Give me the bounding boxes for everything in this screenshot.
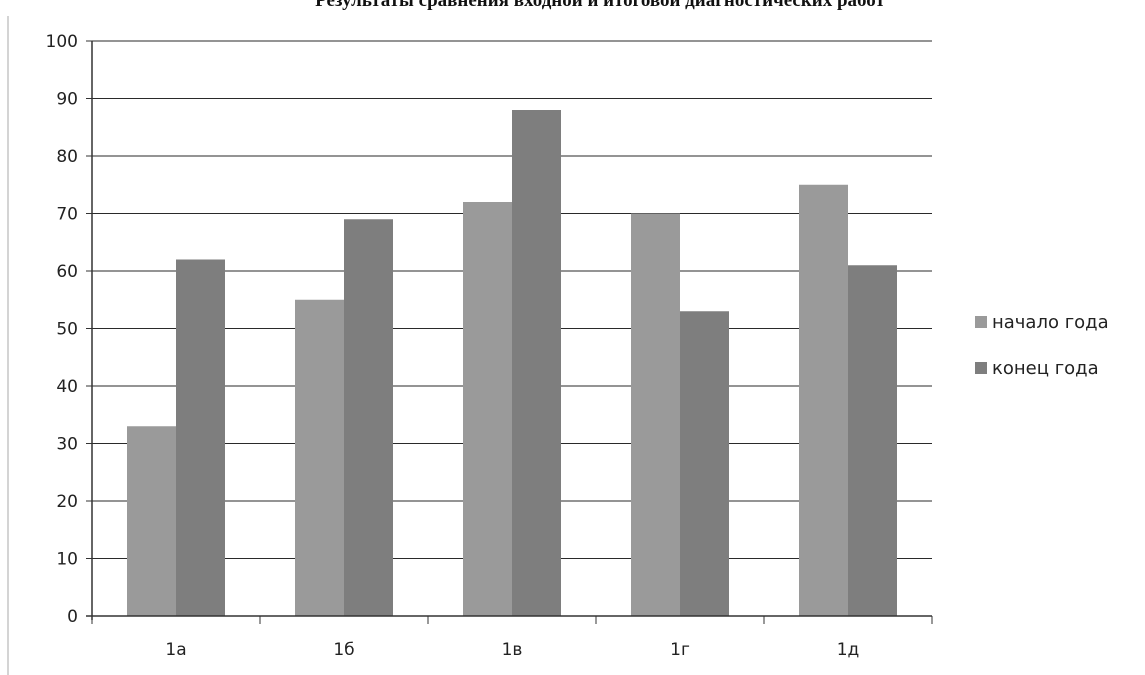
y-tick-label-10: 10 — [56, 550, 78, 570]
bar-1в-series-1 — [463, 202, 512, 616]
legend-swatch-2 — [975, 362, 987, 374]
legend-swatch-1 — [975, 316, 987, 328]
bar-1б-series-1 — [295, 299, 344, 616]
bar-1а-series-1 — [127, 426, 176, 616]
y-tick-label-90: 90 — [56, 90, 78, 110]
bars — [127, 110, 897, 616]
y-tick-label-30: 30 — [56, 435, 78, 455]
y-tick-label-80: 80 — [56, 147, 78, 167]
y-axis-ticks: 0 10 20 30 40 50 60 70 80 90 100 — [46, 32, 92, 627]
x-tick-label-1а: 1а — [165, 640, 186, 660]
y-tick-label-70: 70 — [56, 205, 78, 225]
bar-1д-series-1 — [799, 184, 848, 616]
bar-1г-series-2 — [680, 311, 729, 616]
x-axis-ticks: 1а 1б 1в 1г 1д — [165, 640, 859, 660]
y-tick-label-40: 40 — [56, 377, 78, 397]
chart-title: Результаты сравнения входной и итоговой … — [315, 0, 885, 11]
legend: начало года конец года — [975, 312, 1109, 379]
y-tick-label-0: 0 — [67, 607, 78, 627]
bar-1а-series-2 — [176, 259, 225, 616]
y-tick-label-100: 100 — [46, 32, 78, 52]
legend-label-2: конец года — [992, 358, 1099, 379]
x-tick-label-1г: 1г — [670, 640, 690, 660]
y-tick-label-50: 50 — [56, 320, 78, 340]
y-tick-label-20: 20 — [56, 492, 78, 512]
bar-1б-series-2 — [344, 219, 393, 616]
legend-label-1: начало года — [992, 312, 1109, 333]
bar-1д-series-2 — [848, 265, 897, 616]
bar-1г-series-1 — [631, 213, 680, 616]
y-tick-label-60: 60 — [56, 262, 78, 282]
x-tick-label-1в: 1в — [502, 640, 523, 660]
bar-1в-series-2 — [512, 110, 561, 616]
x-tick-label-1б: 1б — [333, 640, 354, 660]
axes — [86, 41, 933, 624]
x-tick-label-1д: 1д — [837, 640, 860, 660]
